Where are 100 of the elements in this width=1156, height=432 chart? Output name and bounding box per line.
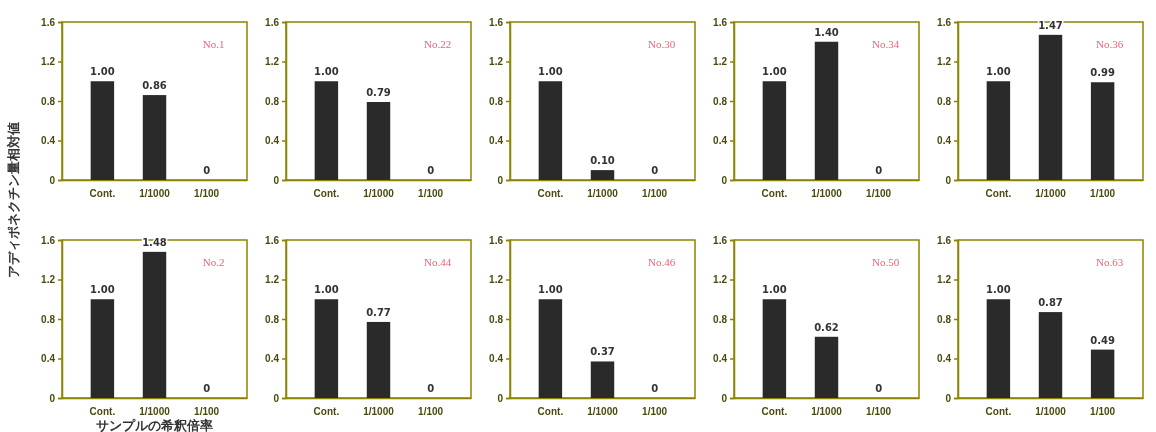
y-tick-label: 0.8 [41, 313, 56, 325]
y-tick-label: 0 [945, 392, 952, 404]
x-tick-label: 1/100 [866, 188, 892, 200]
y-tick-label: 0.8 [489, 313, 504, 325]
data-label: 1.00 [90, 66, 115, 78]
x-tick-label: 1/100 [194, 406, 220, 418]
x-tick-label: Cont. [537, 188, 564, 200]
y-tick-label: 1.6 [265, 16, 280, 28]
data-label: 0 [427, 165, 435, 176]
y-tick-label: 0.8 [265, 95, 280, 107]
y-tick-label: 0 [49, 392, 56, 404]
x-tick-label: 1/1000 [139, 406, 171, 418]
y-tick-label: 1.6 [489, 16, 504, 28]
x-tick-label: Cont. [89, 406, 116, 418]
y-tick-label: 1.2 [937, 56, 952, 68]
x-tick-label: 1/100 [866, 406, 892, 418]
data-label: 1.00 [314, 66, 339, 78]
x-tick-label: 1/1000 [1035, 188, 1067, 200]
x-tick-label: 1/1000 [811, 188, 843, 200]
x-tick-label: Cont. [313, 406, 340, 418]
x-tick-label: 1/100 [642, 188, 668, 200]
y-tick-label: 1.2 [265, 56, 280, 68]
data-label: 0.87 [1038, 297, 1063, 309]
y-tick-label: 1.2 [713, 274, 728, 286]
data-label: 1.47 [1038, 19, 1063, 31]
y-tick-label: 1.2 [489, 56, 504, 68]
y-tick-label: 0.4 [489, 353, 504, 365]
data-label: 0 [875, 165, 883, 176]
data-label: 0 [427, 383, 435, 394]
data-label: 0.79 [366, 86, 391, 98]
y-tick-label: 1.2 [713, 56, 728, 68]
x-tick-label: 1/1000 [1035, 406, 1067, 418]
x-tick-label: 1/1000 [363, 188, 395, 200]
bar [1038, 312, 1063, 398]
x-tick-label: Cont. [89, 188, 116, 200]
data-label: 0 [203, 165, 211, 176]
y-tick-label: 0.4 [713, 135, 728, 147]
data-label: 0 [651, 165, 659, 176]
text: No.44 [424, 256, 452, 268]
data-label: 1.00 [986, 284, 1011, 296]
data-label: 0.10 [590, 155, 615, 167]
bar [1038, 34, 1063, 180]
bar [1090, 349, 1115, 398]
y-tick-label: 1.6 [265, 234, 280, 246]
y-tick-label: 0 [49, 174, 56, 186]
data-label: 0.37 [590, 346, 615, 358]
y-tick-label: 1.6 [713, 16, 728, 28]
y-tick-label: 0.8 [41, 95, 56, 107]
y-tick-label: 0.8 [713, 313, 728, 325]
bar [986, 81, 1011, 180]
text: No.2 [202, 256, 225, 268]
y-axis-title: アディポネクチン量相対値 [6, 122, 21, 278]
y-tick-label: 0.4 [41, 353, 56, 365]
data-label: 0.99 [1090, 67, 1115, 79]
data-label: 1.40 [814, 26, 839, 38]
data-label: 1.00 [538, 284, 563, 296]
data-label: 1.00 [986, 66, 1011, 78]
x-tick-label: 1/1000 [363, 406, 395, 418]
x-tick-label: 1/100 [642, 406, 668, 418]
x-tick-label: Cont. [537, 406, 564, 418]
y-tick-label: 1.6 [937, 234, 952, 246]
y-tick-label: 1.6 [489, 234, 504, 246]
x-tick-label: 1/100 [418, 406, 444, 418]
y-tick-label: 1.6 [937, 16, 952, 28]
y-tick-label: 1.2 [41, 56, 56, 68]
data-label: 1.00 [538, 66, 563, 78]
x-tick-label: Cont. [985, 188, 1012, 200]
y-tick-label: 0.4 [489, 135, 504, 147]
data-label: 0 [651, 383, 659, 394]
y-tick-label: 0.8 [265, 313, 280, 325]
y-tick-label: 1.6 [41, 234, 56, 246]
data-label: 0.77 [366, 306, 391, 318]
x-tick-label: 1/1000 [139, 188, 171, 200]
text: No.30 [648, 38, 676, 50]
y-tick-label: 0.4 [937, 135, 952, 147]
y-tick-label: 0 [497, 392, 504, 404]
y-tick-label: 1.2 [41, 274, 56, 286]
x-tick-label: 1/100 [194, 188, 220, 200]
x-tick-label: 1/1000 [587, 188, 619, 200]
x-tick-label: 1/100 [418, 188, 444, 200]
y-tick-label: 0 [721, 174, 728, 186]
y-tick-label: 0 [497, 174, 504, 186]
data-label: 1.00 [762, 284, 787, 296]
y-tick-label: 0.4 [937, 353, 952, 365]
data-label: 1.00 [314, 284, 339, 296]
bar [1090, 82, 1115, 180]
x-tick-label: Cont. [313, 188, 340, 200]
x-axis-title: サンプルの希釈倍率 [96, 418, 213, 432]
x-tick-label: Cont. [985, 406, 1012, 418]
data-label: 1.00 [762, 66, 787, 78]
y-tick-label: 1.2 [937, 274, 952, 286]
x-tick-label: 1/100 [1090, 406, 1116, 418]
data-label: 0 [875, 383, 883, 394]
y-tick-label: 0 [273, 174, 280, 186]
x-tick-label: 1/1000 [811, 406, 843, 418]
y-tick-label: 0.8 [713, 95, 728, 107]
y-tick-label: 0.8 [937, 313, 952, 325]
y-tick-label: 1.6 [41, 16, 56, 28]
text: No.50 [872, 256, 900, 268]
text: No.46 [648, 256, 676, 268]
